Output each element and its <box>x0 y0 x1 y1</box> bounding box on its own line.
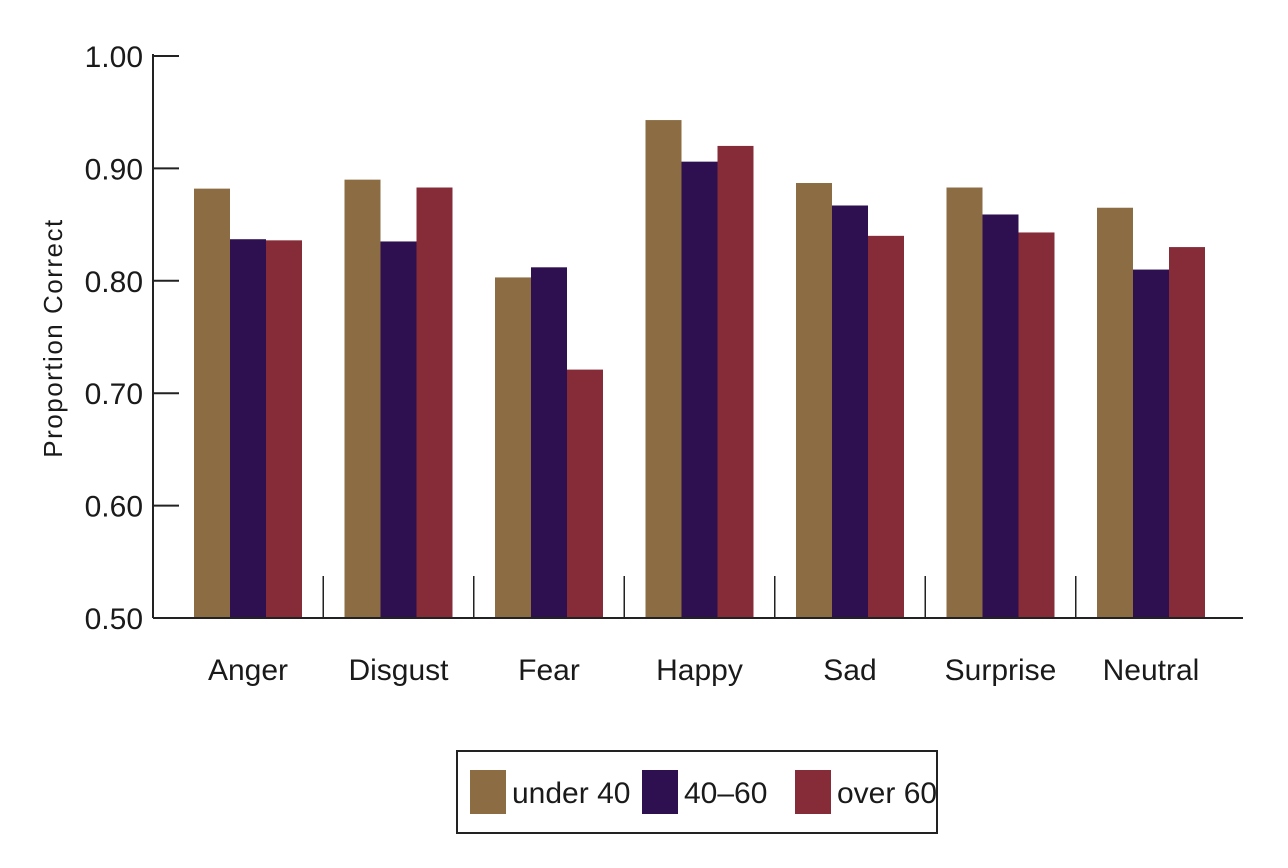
category-label: Happy <box>656 654 743 687</box>
legend: under 40 40–60 over 60 <box>456 750 938 834</box>
category-label: Anger <box>208 654 288 687</box>
y-tick-label: 1.00 <box>85 41 143 74</box>
bar-disgust-2 <box>380 241 417 618</box>
category-label: Disgust <box>348 654 449 687</box>
bar-neutral-1 <box>1097 207 1133 619</box>
legend-swatch <box>795 770 831 814</box>
bar-neutral-2 <box>1133 269 1169 618</box>
bar-happy-3 <box>717 145 754 619</box>
bar-happy-2 <box>681 161 718 618</box>
bar-anger-3 <box>266 240 302 618</box>
bar-sad-3 <box>868 235 904 618</box>
bar-anger-2 <box>230 239 266 618</box>
category-label: Surprise <box>945 654 1057 687</box>
y-tick-label: 0.70 <box>85 378 143 411</box>
legend-label: 40–60 <box>684 777 767 810</box>
bar-surprise-3 <box>1018 232 1055 618</box>
legend-swatch <box>470 770 506 814</box>
legend-swatch <box>642 770 678 814</box>
bar-fear-3 <box>567 369 603 618</box>
y-axis-title: Proportion Correct <box>38 218 68 457</box>
bar-fear-1 <box>495 277 531 618</box>
y-axis: 0.50 0.60 0.70 0.80 0.90 1.00 <box>85 41 179 636</box>
y-tick-label: 0.60 <box>85 491 143 524</box>
x-axis <box>153 576 1243 619</box>
y-tick-label: 0.80 <box>85 266 143 299</box>
bar-sad-1 <box>796 183 832 618</box>
category-label: Fear <box>518 654 580 687</box>
bar-happy-1 <box>645 120 682 619</box>
y-tick-label: 0.50 <box>85 603 143 636</box>
legend-box <box>456 750 938 834</box>
bar-surprise-1 <box>946 187 983 618</box>
bar-anger-1 <box>194 188 230 618</box>
bar-sad-2 <box>832 205 868 618</box>
bar-surprise-2 <box>982 214 1019 618</box>
category-label: Neutral <box>1103 654 1200 687</box>
bar-disgust-1 <box>344 179 381 618</box>
bar-fear-2 <box>531 267 567 618</box>
category-labels: Anger Disgust Fear Happy Sad Surprise Neutral <box>208 654 1199 687</box>
legend-label: over 60 <box>837 777 937 810</box>
y-tick-label: 0.90 <box>85 153 143 186</box>
legend-label: under 40 <box>512 777 630 810</box>
bars <box>194 120 1205 619</box>
category-label: Sad <box>823 654 876 687</box>
bar-neutral-3 <box>1169 247 1205 618</box>
bar-disgust-3 <box>416 187 453 618</box>
